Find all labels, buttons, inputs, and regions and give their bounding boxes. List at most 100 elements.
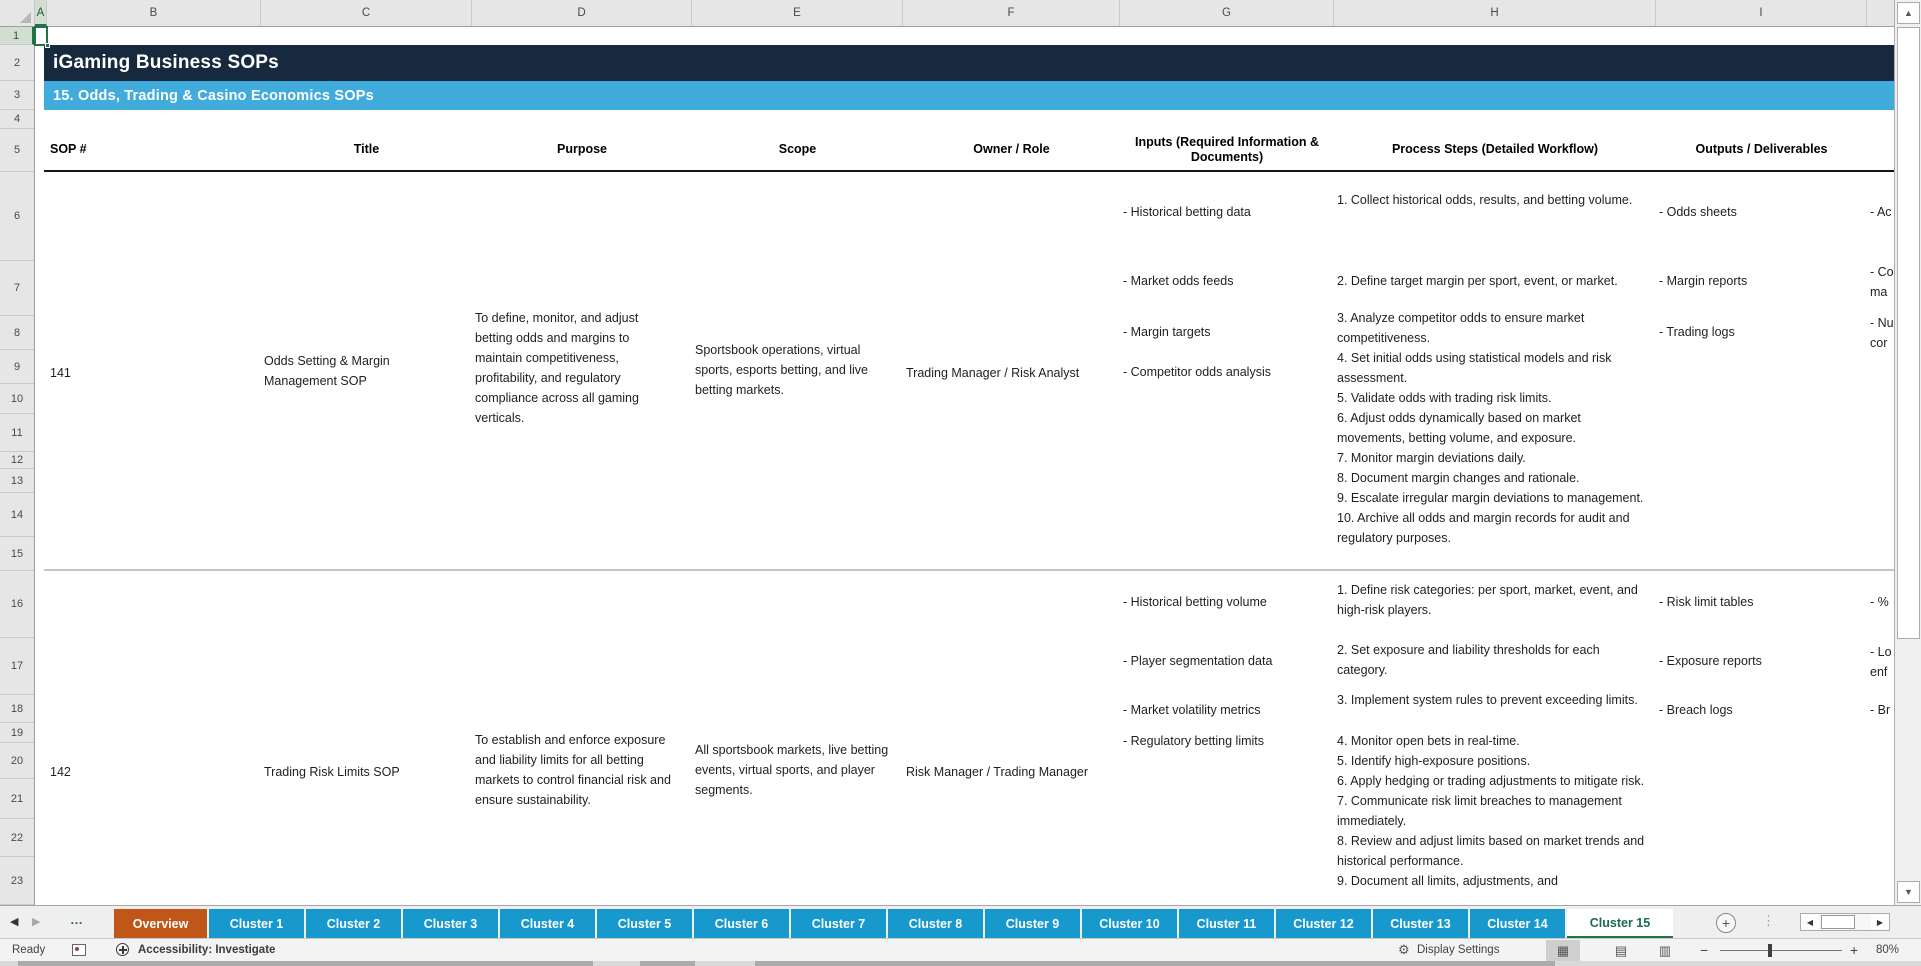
header-title[interactable]: Title: [353, 142, 380, 156]
select-all-corner[interactable]: [0, 0, 35, 26]
cell-scope[interactable]: All sportsbook markets, live betting eve…: [695, 743, 889, 797]
column-header-F[interactable]: F: [903, 0, 1120, 26]
view-page-layout-button[interactable]: ▤: [1614, 942, 1628, 958]
sheet-grid[interactable]: iGaming Business SOPs 15. Odds, Trading …: [36, 28, 1894, 905]
row-header-7[interactable]: 7: [0, 261, 34, 316]
tab-cluster-10[interactable]: Cluster 10: [1082, 909, 1177, 939]
cell-steps[interactable]: 2. Set exposure and liability thresholds…: [1337, 643, 1600, 677]
cell-purpose[interactable]: To establish and enforce exposure and li…: [475, 733, 671, 807]
row-header-13[interactable]: 13: [0, 469, 34, 493]
tab-nav-right-icon[interactable]: ▶: [32, 916, 41, 928]
row-header-22[interactable]: 22: [0, 819, 34, 857]
cell-title[interactable]: Trading Risk Limits SOP: [264, 765, 400, 779]
tab-more-icon[interactable]: ⋮: [1762, 913, 1775, 928]
view-normal-button[interactable]: ▦: [1546, 940, 1580, 961]
row-header-16[interactable]: 16: [0, 571, 34, 638]
header-scope[interactable]: Scope: [778, 142, 817, 156]
row-header-9[interactable]: 9: [0, 350, 34, 384]
tab-cluster-4[interactable]: Cluster 4: [500, 909, 595, 939]
header-owner[interactable]: Owner / Role: [973, 142, 1050, 156]
row-header-2[interactable]: 2: [0, 45, 34, 81]
cell-input[interactable]: - Market odds feeds: [1123, 274, 1234, 288]
cell-owner[interactable]: Risk Manager / Trading Manager: [906, 765, 1089, 779]
tab-overflow-dots[interactable]: …: [70, 912, 83, 927]
tab-cluster-13[interactable]: Cluster 13: [1373, 909, 1468, 939]
cell-kpi-clipped[interactable]: - %: [1870, 595, 1889, 609]
zoom-slider-thumb[interactable]: [1768, 944, 1772, 957]
horizontal-scrollbar[interactable]: ◀ ▶: [1800, 913, 1890, 931]
tab-cluster-3[interactable]: Cluster 3: [403, 909, 498, 939]
cell-steps[interactable]: 1. Collect historical odds, results, and…: [1337, 193, 1633, 207]
cell-output[interactable]: - Risk limit tables: [1659, 595, 1754, 609]
cell-input[interactable]: - Regulatory betting limits: [1123, 734, 1265, 748]
cell-input[interactable]: - Historical betting data: [1123, 205, 1251, 219]
cell-input[interactable]: - Margin targets: [1123, 325, 1211, 339]
row-header-12[interactable]: 12: [0, 452, 34, 469]
cell-output[interactable]: - Exposure reports: [1659, 654, 1762, 668]
cell-kpi-clipped[interactable]: - Co ma: [1870, 265, 1894, 299]
column-header-B[interactable]: B: [47, 0, 261, 26]
column-header-I[interactable]: I: [1656, 0, 1867, 26]
accessibility-status[interactable]: Accessibility: Investigate: [138, 944, 276, 956]
active-cell-selection[interactable]: [34, 26, 50, 48]
cell-output[interactable]: - Trading logs: [1659, 325, 1735, 339]
section-title-banner[interactable]: 15. Odds, Trading & Casino Economics SOP…: [44, 81, 1894, 110]
column-header-H[interactable]: H: [1334, 0, 1656, 26]
row-header-8[interactable]: 8: [0, 316, 34, 350]
macro-record-icon[interactable]: [72, 944, 86, 956]
hscroll-right-icon[interactable]: ▶: [1871, 914, 1889, 930]
tab-cluster-15[interactable]: Cluster 15: [1567, 909, 1673, 939]
tab-cluster-9[interactable]: Cluster 9: [985, 909, 1080, 939]
row-header-14[interactable]: 14: [0, 493, 34, 537]
column-header-G[interactable]: G: [1120, 0, 1334, 26]
scroll-down-button[interactable]: ▼: [1897, 881, 1920, 903]
row-header-11[interactable]: 11: [0, 414, 34, 452]
cell-output[interactable]: - Breach logs: [1659, 703, 1733, 717]
tab-overview[interactable]: Overview: [114, 909, 207, 939]
column-header-E[interactable]: E: [692, 0, 903, 26]
header-sop[interactable]: SOP #: [50, 142, 87, 156]
vertical-scrollbar-thumb[interactable]: [1897, 27, 1920, 639]
row-header-3[interactable]: 3: [0, 81, 34, 110]
scroll-up-button[interactable]: ▲: [1897, 2, 1920, 24]
cell-owner[interactable]: Trading Manager / Risk Analyst: [906, 366, 1080, 380]
zoom-slider-track[interactable]: [1720, 950, 1842, 951]
cell-input[interactable]: - Player segmentation data: [1123, 654, 1273, 668]
row-header-23[interactable]: 23: [0, 857, 34, 905]
workbook-title-banner[interactable]: iGaming Business SOPs: [44, 45, 1894, 81]
tab-cluster-11[interactable]: Cluster 11: [1179, 909, 1274, 939]
cell-kpi-clipped[interactable]: - Ac: [1870, 205, 1892, 219]
row-header-6[interactable]: 6: [0, 172, 34, 261]
row-header-1[interactable]: 1: [0, 27, 34, 45]
cell-kpi-clipped[interactable]: - Nu cor: [1870, 316, 1894, 350]
cell-kpi-clipped[interactable]: - Lo enf: [1870, 645, 1892, 679]
cell-steps[interactable]: 3. Analyze competitor odds to ensure mar…: [1337, 311, 1644, 545]
row-header-15[interactable]: 15: [0, 537, 34, 571]
display-settings-button[interactable]: Display Settings: [1417, 944, 1500, 956]
cell-output[interactable]: - Margin reports: [1659, 274, 1748, 288]
header-outputs[interactable]: Outputs / Deliverables: [1695, 142, 1828, 156]
tab-cluster-1[interactable]: Cluster 1: [209, 909, 304, 939]
cell-output[interactable]: - Odds sheets: [1659, 205, 1737, 219]
hscroll-left-icon[interactable]: ◀: [1801, 914, 1819, 930]
cell-input[interactable]: - Historical betting volume: [1123, 595, 1267, 609]
cell-steps[interactable]: 1. Define risk categories: per sport, ma…: [1337, 583, 1638, 617]
add-sheet-button[interactable]: +: [1716, 913, 1736, 933]
cell-purpose[interactable]: To define, monitor, and adjust betting o…: [475, 311, 639, 425]
cell-scope[interactable]: Sportsbook operations, virtual sports, e…: [695, 343, 869, 397]
column-header-D[interactable]: D: [472, 0, 692, 26]
zoom-percent[interactable]: 80%: [1876, 944, 1900, 956]
cell-sop-number[interactable]: 142: [50, 765, 71, 779]
header-purpose[interactable]: Purpose: [556, 142, 607, 156]
cell-steps[interactable]: 3. Implement system rules to prevent exc…: [1337, 693, 1638, 707]
row-header-10[interactable]: 10: [0, 384, 34, 414]
vertical-scrollbar[interactable]: ▲ ▼: [1894, 0, 1921, 905]
cell-steps[interactable]: 2. Define target margin per sport, event…: [1337, 274, 1618, 288]
row-header-17[interactable]: 17: [0, 638, 34, 695]
zoom-in-button[interactable]: +: [1850, 942, 1859, 958]
view-page-break-button[interactable]: ▥: [1658, 942, 1672, 958]
tab-cluster-12[interactable]: Cluster 12: [1276, 909, 1371, 939]
column-header-A[interactable]: A: [35, 0, 47, 26]
cell-input[interactable]: - Competitor odds analysis: [1123, 365, 1271, 379]
tab-cluster-6[interactable]: Cluster 6: [694, 909, 789, 939]
